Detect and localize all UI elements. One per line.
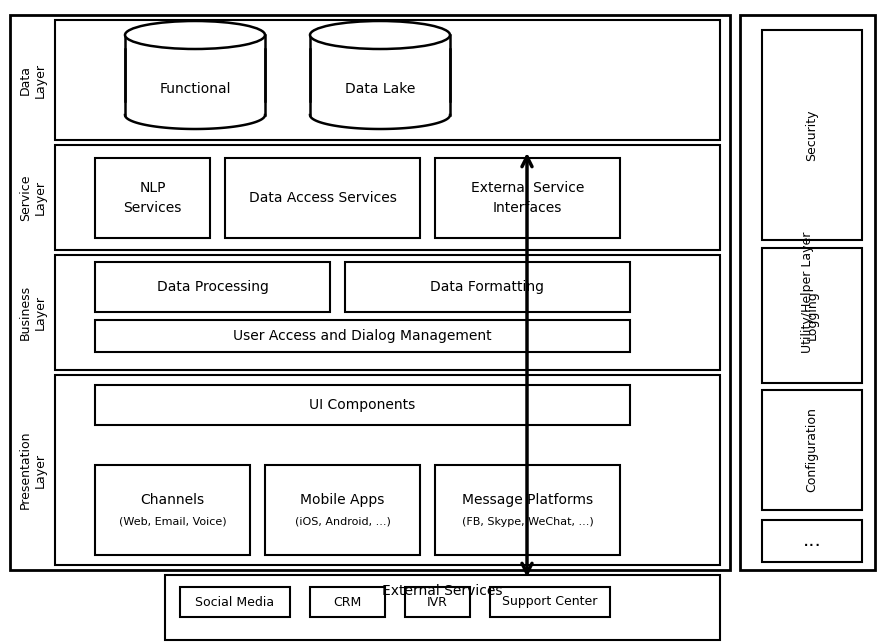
Bar [762, 390, 862, 510]
Text: UI Components: UI Components [310, 398, 416, 412]
Text: Data
Layer: Data Layer [19, 62, 47, 98]
Text: (Web, Email, Voice): (Web, Email, Voice) [119, 517, 227, 527]
Text: Security: Security [805, 109, 819, 160]
Text: Data Processing: Data Processing [157, 280, 268, 294]
Text: (FB, Skype, WeChat, ...): (FB, Skype, WeChat, ...) [462, 517, 593, 527]
Bar [55, 255, 720, 370]
Text: Social Media: Social Media [196, 596, 274, 609]
Text: Data Access Services: Data Access Services [249, 191, 396, 205]
Bar [55, 20, 720, 140]
Text: CRM: CRM [334, 596, 362, 609]
Text: Message Platforms: Message Platforms [462, 493, 593, 507]
Bar [225, 158, 420, 238]
Text: Utility/Helper Layer: Utility/Helper Layer [801, 232, 814, 353]
Bar [435, 465, 620, 555]
Text: Interfaces: Interfaces [493, 201, 562, 215]
Text: External Services: External Services [382, 584, 503, 598]
Bar [55, 375, 720, 565]
Bar [95, 158, 210, 238]
Bar [265, 465, 420, 555]
Bar [95, 320, 630, 352]
Text: NLP: NLP [139, 181, 165, 195]
Bar [55, 145, 720, 250]
Text: Logging: Logging [805, 291, 819, 340]
Text: User Access and Dialog Management: User Access and Dialog Management [233, 329, 492, 343]
Text: Functional: Functional [159, 82, 231, 96]
Bar [490, 587, 610, 617]
Ellipse shape [310, 21, 450, 49]
Bar [95, 385, 630, 425]
Text: Presentation
Layer: Presentation Layer [19, 431, 47, 509]
Text: Mobile Apps: Mobile Apps [300, 493, 385, 507]
Polygon shape [310, 35, 450, 115]
Text: Support Center: Support Center [503, 596, 597, 609]
Bar [95, 262, 330, 312]
Bar [740, 15, 875, 570]
Bar [10, 15, 730, 570]
Bar [762, 30, 862, 240]
Polygon shape [125, 35, 265, 115]
Bar [435, 158, 620, 238]
Bar [345, 262, 630, 312]
Bar [310, 587, 385, 617]
Text: IVR: IVR [427, 596, 448, 609]
Ellipse shape [125, 21, 265, 49]
Bar [762, 248, 862, 383]
Text: Data Formatting: Data Formatting [430, 280, 544, 294]
Text: Services: Services [123, 201, 181, 215]
Text: (iOS, Android, ...): (iOS, Android, ...) [295, 517, 390, 527]
Text: ...: ... [803, 532, 821, 550]
Bar [762, 520, 862, 562]
Text: Business
Layer: Business Layer [19, 285, 47, 340]
Text: Data Lake: Data Lake [345, 82, 415, 96]
Text: External Service: External Service [471, 181, 584, 195]
Text: Service
Layer: Service Layer [19, 174, 47, 221]
Bar [165, 575, 720, 640]
Bar [95, 465, 250, 555]
Bar [180, 587, 290, 617]
Text: Configuration: Configuration [805, 408, 819, 492]
Text: Channels: Channels [141, 493, 204, 507]
Bar [405, 587, 470, 617]
